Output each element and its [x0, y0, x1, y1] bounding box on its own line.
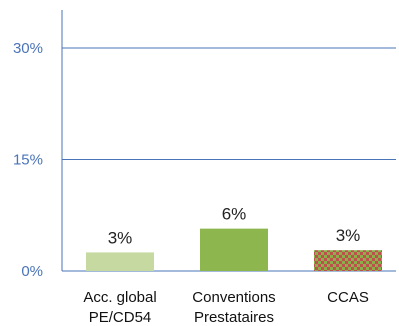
y-tick-label: 15% [13, 152, 43, 169]
category-label: PE/CD54 [89, 309, 152, 326]
data-labels: 3% 6% 3% [108, 205, 361, 248]
bar [314, 250, 382, 271]
category-label: Conventions [192, 289, 275, 306]
bars [86, 228, 382, 271]
y-tick-label: 30% [13, 40, 43, 57]
category-label: CCAS [327, 289, 369, 306]
category-label: Acc. global [83, 289, 156, 306]
category-labels: Acc. global PE/CD54 Conventions Prestataire… [83, 289, 369, 326]
y-tick-labels: 0% 15% 30% [13, 40, 43, 280]
category-label: Prestataires [194, 309, 274, 326]
data-label: 6% [222, 205, 247, 224]
y-tick-label: 0% [21, 263, 43, 280]
bar [200, 228, 268, 271]
data-label: 3% [336, 226, 361, 245]
bar [86, 252, 154, 271]
data-label: 3% [108, 228, 133, 247]
